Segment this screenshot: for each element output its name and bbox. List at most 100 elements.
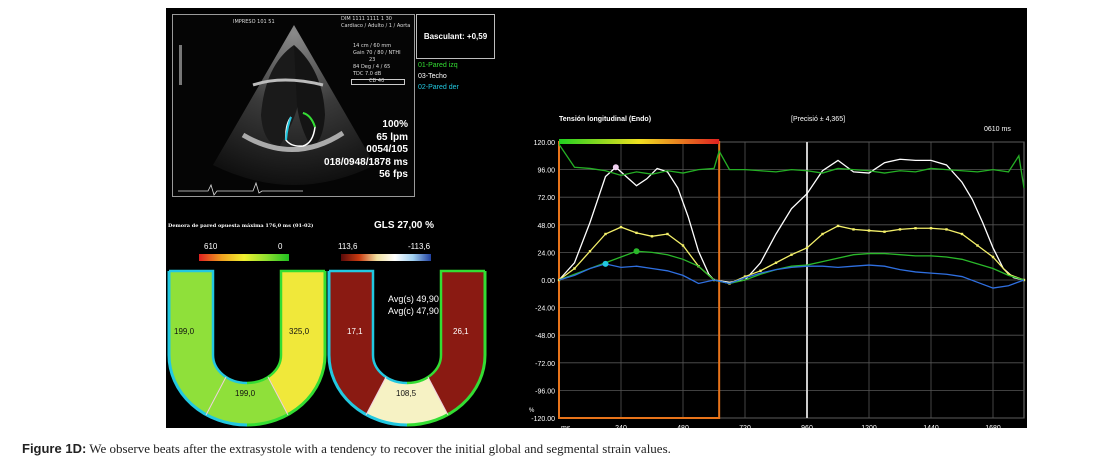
peak-marker-white xyxy=(612,164,619,171)
outline-left xyxy=(327,271,408,427)
inner-right xyxy=(406,269,485,385)
echo-param-5: TDC 7.0 dB xyxy=(353,71,382,77)
echo-stat-frame: 0054/105 xyxy=(366,144,408,155)
echo-stats: 100% 65 lpm 0054/105 018/0948/1878 ms 56… xyxy=(324,119,408,182)
segment-dividers xyxy=(205,376,289,416)
y-tick-label: -120.00 xyxy=(531,416,555,423)
echo-ultrasound-image xyxy=(178,25,375,196)
ttp-title: Time To Peak ms xyxy=(214,262,276,271)
series-marker xyxy=(836,224,840,228)
echo-param-1: 14 cm / 60 mm xyxy=(353,43,392,49)
x-tick-label: 960 xyxy=(801,425,813,428)
echo-param-2: Gain 70 / 80 / NTHI xyxy=(353,50,401,56)
echo-scale-box xyxy=(351,79,405,85)
y-tick-label: 24.00 xyxy=(537,250,555,257)
ttp-bottom-value: 199,0 xyxy=(235,389,256,398)
max-title: Máx % xyxy=(373,262,397,271)
y-tick-label: 48.00 xyxy=(537,223,555,230)
y-tick-label: -72.00 xyxy=(535,361,555,368)
legend-pared-der[interactable]: 02-Pared der xyxy=(418,84,459,91)
x-tick-label: 1200 xyxy=(861,425,877,428)
echo-header-right-1: DIM 1111 1111 1 30 xyxy=(341,16,392,22)
series-marker xyxy=(821,232,824,236)
series-marker xyxy=(604,232,607,236)
echo-param-3: 23 xyxy=(369,57,376,63)
series-line-3 xyxy=(558,263,1025,289)
y-tick-label: -24.00 xyxy=(535,306,555,313)
caption-text: We observe beats after the extrasystole … xyxy=(86,441,671,456)
basculant-label: Basculant: +0,59 xyxy=(423,32,488,41)
x-tick-label: 240 xyxy=(615,425,627,428)
ttp-left-value: 199,0 xyxy=(174,327,195,336)
gls-label: GLS 27,00 % xyxy=(374,220,435,231)
series-marker xyxy=(852,228,855,231)
avg-c-label: Avg(c) 47,90 xyxy=(388,306,439,316)
x-tick-label: 720 xyxy=(739,425,751,428)
segment-bottom xyxy=(366,377,448,426)
series-marker xyxy=(929,227,933,230)
ttp-colorbar xyxy=(199,254,289,261)
x-tick-label: 1680 xyxy=(985,425,1001,428)
echo-stat-fps: 56 fps xyxy=(379,169,408,180)
series-marker xyxy=(1007,273,1010,276)
y-tick-label: 72.00 xyxy=(537,195,555,202)
series-marker xyxy=(960,232,964,236)
segment-left xyxy=(328,271,386,415)
ttp-right-value: 325,0 xyxy=(289,327,310,336)
max-left-value: 17,1 xyxy=(347,327,363,336)
y-tick-label: -48.00 xyxy=(535,333,555,340)
legend-pared-izq[interactable]: 01-Pared izq xyxy=(418,62,458,69)
series-marker xyxy=(573,267,576,270)
max-scale-max: 113,6 xyxy=(338,242,358,251)
y-unit-label: % xyxy=(529,408,535,414)
legend-pared-izq-label: 01-Pared izq xyxy=(418,62,458,69)
x-tick-label: ms xyxy=(561,425,571,428)
legend-techo-label: 03-Techo xyxy=(418,73,447,80)
echo-param-4: 84 Deg / 4 / 65 xyxy=(353,64,391,70)
echo-header-left: IMPRESO 101 51 xyxy=(233,19,275,25)
ttp-scale-max: 610 xyxy=(204,242,218,251)
max-bottom-value: 108,5 xyxy=(396,389,417,398)
series-marker xyxy=(945,228,948,231)
y-tick-label: 120.00 xyxy=(534,140,556,147)
series-marker xyxy=(867,229,871,232)
y-tick-label: 0.00 xyxy=(541,278,555,285)
series-marker xyxy=(681,244,685,247)
avg-s-label: Avg(s) 49,90 xyxy=(388,294,439,304)
series-marker xyxy=(898,228,902,231)
peak-marker-blue xyxy=(602,260,609,267)
series-marker xyxy=(666,232,669,236)
series-marker xyxy=(588,250,592,253)
selection-colorbar xyxy=(559,139,720,144)
echo-strain-screen: IMPRESO 101 51 DIM 1111 1111 1 30 Cardia… xyxy=(166,8,1027,428)
y-tick-label: -96.00 xyxy=(535,388,555,395)
segment-right xyxy=(268,271,326,415)
max-colorbar xyxy=(341,254,431,261)
series-marker xyxy=(914,227,917,230)
basculant-box: Basculant: +0,59 xyxy=(416,14,495,59)
segment-bottom xyxy=(206,377,288,426)
legend-pared-der-label: 02-Pared der xyxy=(418,84,459,91)
echo-stat-time: 018/0948/1878 ms xyxy=(324,156,408,168)
outline-right xyxy=(246,271,327,427)
inner-left xyxy=(169,269,248,385)
chart-precision: [Precisió ± 4,365] xyxy=(791,116,846,123)
series-marker xyxy=(774,261,778,264)
segment-left xyxy=(168,271,226,415)
chart-time: 0610 ms xyxy=(984,126,1011,133)
series-marker xyxy=(743,275,747,278)
peak-marker-green xyxy=(633,248,640,255)
series-line-0 xyxy=(558,158,1025,283)
ttp-scale-min: 0 xyxy=(278,242,283,251)
x-tick-label: 1440 xyxy=(923,425,939,428)
inner-left xyxy=(329,269,408,385)
series-marker xyxy=(991,255,995,259)
y-tick-label: 96.00 xyxy=(537,168,555,175)
caption-label: Figure 1D: xyxy=(22,441,87,456)
segment-dividers xyxy=(365,376,449,416)
legend-techo[interactable]: 03-Techo xyxy=(418,73,447,80)
ttp-bullseye xyxy=(167,269,327,427)
max-right-value: 26,1 xyxy=(453,327,469,336)
outline-right xyxy=(406,271,487,427)
series-marker xyxy=(619,225,623,229)
